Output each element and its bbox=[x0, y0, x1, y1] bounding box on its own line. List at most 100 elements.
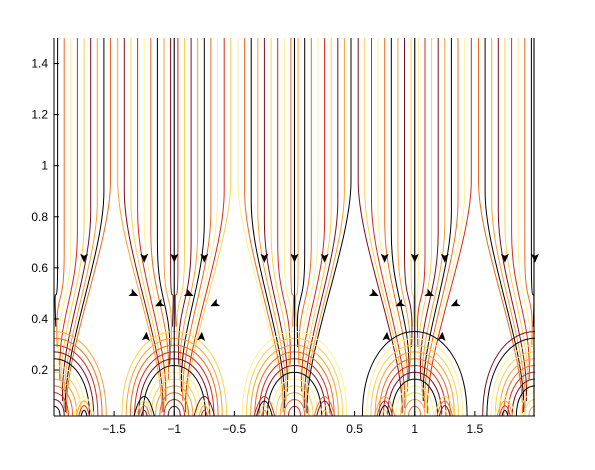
arch-streamline bbox=[54, 405, 61, 416]
streamline bbox=[257, 38, 287, 402]
loop-streamline bbox=[496, 400, 514, 416]
arch-streamline bbox=[507, 371, 535, 416]
streamline bbox=[237, 38, 283, 414]
flow-arrows bbox=[80, 253, 539, 342]
streamline bbox=[306, 38, 352, 414]
loop-streamline bbox=[318, 405, 331, 416]
streamline bbox=[497, 38, 527, 402]
streamline bbox=[478, 38, 523, 414]
flow-arrow bbox=[80, 253, 89, 263]
y-tick-label: 0.6 bbox=[31, 261, 48, 275]
flow-arrow bbox=[368, 288, 379, 296]
streamline bbox=[186, 38, 232, 414]
flow-arrow bbox=[410, 253, 419, 263]
streamline bbox=[156, 38, 171, 365]
arch-streamline bbox=[482, 331, 535, 416]
streamline bbox=[384, 38, 409, 392]
y-tick-label: 0.8 bbox=[31, 210, 48, 224]
arch-streamline bbox=[54, 365, 86, 416]
arch-streamline bbox=[54, 371, 82, 416]
x-tick-label: −1.5 bbox=[102, 422, 126, 436]
flow-arrow bbox=[395, 298, 406, 307]
flow-arrow bbox=[440, 253, 449, 263]
y-tick-label: 1.2 bbox=[31, 108, 48, 122]
streamlines bbox=[54, 38, 535, 416]
streamline bbox=[301, 38, 326, 392]
flow-arrow bbox=[140, 253, 149, 263]
streamline bbox=[178, 38, 192, 365]
streamline bbox=[130, 38, 165, 409]
streamline bbox=[421, 38, 446, 392]
flow-arrow bbox=[382, 331, 391, 342]
loop-streamline bbox=[436, 400, 454, 416]
flow-arrow bbox=[380, 253, 389, 263]
x-tick-label: 1 bbox=[411, 422, 418, 436]
y-ticks: 0.2 0.4 0.6 0.8 1 1.2 1.4 bbox=[31, 57, 59, 377]
streamline bbox=[296, 38, 306, 348]
streamline bbox=[60, 38, 85, 392]
y-tick-label: 0.2 bbox=[31, 363, 48, 377]
streamline bbox=[56, 38, 65, 348]
loop-streamline bbox=[193, 395, 215, 416]
streamline bbox=[422, 38, 452, 402]
x-ticks: −1.5 −1 −0.5 0 0.5 1 1.5 bbox=[102, 411, 484, 436]
streamline bbox=[390, 38, 410, 380]
streamline bbox=[303, 38, 339, 409]
flow-arrow bbox=[210, 298, 221, 307]
arch-streamline bbox=[486, 337, 535, 416]
arch-streamline bbox=[54, 358, 90, 416]
streamline bbox=[179, 38, 199, 380]
streamline bbox=[491, 38, 526, 409]
loop-streamline bbox=[196, 400, 213, 416]
flow-arrow bbox=[183, 288, 194, 296]
loop-streamline bbox=[321, 409, 329, 416]
streamline bbox=[404, 38, 413, 348]
loop-streamline bbox=[434, 395, 456, 416]
loop-streamline bbox=[381, 409, 389, 416]
arch-streamline bbox=[54, 378, 78, 416]
streamline bbox=[183, 38, 218, 409]
loop-streamline bbox=[198, 405, 211, 416]
y-tick-label: 1 bbox=[41, 159, 48, 173]
x-tick-label: −0.5 bbox=[223, 422, 247, 436]
loop-streamline bbox=[200, 409, 208, 416]
streamline bbox=[66, 38, 111, 414]
flow-arrow bbox=[170, 253, 179, 263]
flow-arrow bbox=[531, 253, 539, 263]
streamline bbox=[117, 38, 163, 414]
streamline bbox=[174, 38, 179, 327]
streamline bbox=[357, 38, 403, 414]
loop-streamline bbox=[376, 400, 393, 416]
loop-streamline bbox=[441, 409, 449, 416]
x-tick-label: 0 bbox=[291, 422, 298, 436]
streamline bbox=[524, 38, 533, 348]
streamline bbox=[299, 38, 319, 380]
loop-streamline bbox=[501, 409, 509, 416]
streamline bbox=[54, 38, 59, 327]
loop-streamline bbox=[256, 400, 273, 416]
y-tick-label: 0.4 bbox=[31, 312, 48, 326]
streamline bbox=[137, 38, 167, 402]
arch-streamline bbox=[54, 399, 65, 416]
streamline bbox=[424, 38, 459, 409]
streamline bbox=[298, 38, 312, 365]
loop-streamline bbox=[316, 400, 333, 416]
arch-streamline bbox=[515, 385, 535, 416]
flow-arrow bbox=[500, 253, 509, 263]
x-tick-label: 0.5 bbox=[346, 422, 363, 436]
arch-streamline bbox=[54, 385, 74, 416]
streamline bbox=[504, 38, 529, 392]
loop-streamline bbox=[140, 409, 148, 416]
arch-streamline bbox=[490, 344, 535, 416]
streamline bbox=[295, 38, 299, 327]
streamline bbox=[263, 38, 288, 392]
flow-arrow bbox=[320, 253, 329, 263]
loop-streamline bbox=[73, 395, 95, 416]
flow-arrow bbox=[290, 253, 299, 263]
flow-arrow bbox=[260, 253, 269, 263]
streamline bbox=[417, 38, 426, 348]
streamline bbox=[397, 38, 411, 365]
streamline bbox=[62, 38, 92, 402]
loop-streamline bbox=[75, 400, 93, 416]
